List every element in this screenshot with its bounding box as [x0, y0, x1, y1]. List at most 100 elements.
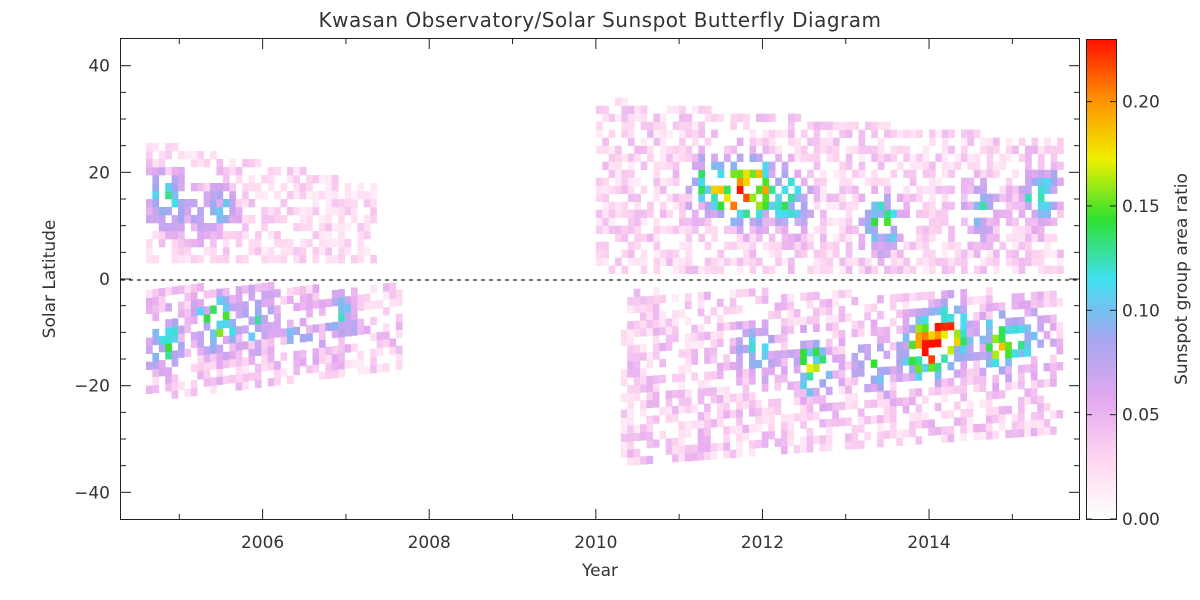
- heatmap-cell: [1050, 177, 1058, 186]
- heatmap-cell: [999, 209, 1007, 218]
- heatmap-cell: [608, 201, 616, 210]
- heatmap-cell: [698, 161, 706, 170]
- heatmap-cell: [1037, 265, 1045, 274]
- heatmap-cell: [679, 217, 686, 226]
- heatmap-cell: [325, 191, 333, 200]
- heatmap-cell: [646, 455, 654, 465]
- heatmap-cell: [960, 257, 968, 266]
- heatmap-cell: [890, 233, 898, 242]
- heatmap-cell: [691, 452, 698, 461]
- heatmap-cell: [736, 233, 744, 242]
- heatmap-cell: [634, 145, 641, 154]
- heatmap-cell: [966, 416, 974, 425]
- heatmap-cell: [761, 327, 769, 336]
- heatmap-cell: [889, 422, 897, 431]
- heatmap-cell: [1005, 405, 1012, 415]
- heatmap-cell: [1018, 340, 1025, 350]
- heatmap-cell: [717, 209, 725, 218]
- heatmap-cell: [697, 324, 705, 333]
- heatmap-cell: [620, 425, 628, 434]
- heatmap-cell: [768, 398, 775, 408]
- heatmap-cell: [331, 199, 339, 208]
- heatmap-cell: [922, 201, 930, 210]
- heatmap-cell: [838, 417, 846, 427]
- heatmap-cell: [998, 414, 1006, 423]
- heatmap-cell: [806, 300, 814, 309]
- heatmap-cell: [248, 292, 256, 301]
- heatmap-cell: [736, 401, 743, 410]
- heatmap-cell: [736, 345, 743, 354]
- heatmap-cell: [711, 257, 718, 266]
- heatmap-cell: [852, 225, 859, 234]
- heatmap-cell: [370, 191, 377, 200]
- heatmap-cell: [1005, 233, 1013, 242]
- heatmap-cell: [363, 231, 371, 240]
- heatmap-cell: [595, 193, 603, 202]
- heatmap-cell: [941, 193, 949, 202]
- heatmap-cell: [903, 145, 911, 154]
- heatmap-cell: [685, 145, 693, 154]
- heatmap-cell: [646, 327, 654, 337]
- heatmap-cell: [1025, 201, 1032, 210]
- heatmap-cell: [331, 183, 339, 192]
- heatmap-cell: [235, 358, 243, 367]
- heatmap-cell: [877, 335, 884, 344]
- heatmap-cell: [678, 381, 686, 390]
- heatmap-cell: [653, 161, 661, 170]
- heatmap-cell: [248, 348, 256, 357]
- heatmap-cell: [794, 249, 802, 258]
- heatmap-cell: [858, 137, 866, 146]
- heatmap-cell: [229, 215, 236, 224]
- heatmap-cell: [775, 257, 782, 266]
- heatmap-cell: [331, 353, 339, 363]
- heatmap-cell: [928, 217, 936, 226]
- heatmap-cell: [941, 394, 948, 403]
- heatmap-cell: [716, 442, 724, 452]
- heatmap-cell: [634, 209, 641, 218]
- heatmap-cell: [711, 193, 718, 202]
- heatmap-cell: [852, 169, 859, 178]
- heatmap-cell: [620, 337, 628, 346]
- heatmap-cell: [665, 398, 673, 407]
- heatmap-cell: [774, 406, 782, 415]
- heatmap-cell: [229, 295, 236, 304]
- heatmap-cell: [704, 265, 712, 274]
- heatmap-cell: [171, 143, 179, 152]
- heatmap-cell: [947, 289, 955, 299]
- heatmap-cell: [203, 290, 211, 299]
- heatmap-cell: [902, 341, 910, 350]
- heatmap-cell: [621, 97, 629, 106]
- heatmap-cell: [934, 378, 942, 388]
- heatmap-cell: [376, 364, 384, 373]
- heatmap-cell: [985, 399, 993, 408]
- heatmap-cell: [736, 265, 744, 274]
- heatmap-cell: [1012, 201, 1019, 210]
- heatmap-cell: [216, 360, 224, 369]
- heatmap-cell: [665, 414, 673, 423]
- heatmap-cell: [197, 183, 204, 192]
- heatmap-cell: [242, 255, 249, 264]
- heatmap-cell: [312, 300, 320, 309]
- heatmap-cell: [1037, 233, 1045, 242]
- heatmap-cell: [832, 193, 840, 202]
- heatmap-cell: [922, 241, 930, 250]
- heatmap-cell: [813, 193, 821, 202]
- heatmap-cell: [691, 265, 699, 274]
- heatmap-cell: [627, 217, 635, 226]
- heatmap-cell: [312, 175, 320, 184]
- heatmap-cell: [716, 362, 724, 372]
- heatmap-cell: [652, 287, 660, 296]
- heatmap-cell: [312, 247, 320, 256]
- heatmap-cell: [602, 193, 609, 202]
- heatmap-cell: [858, 241, 866, 250]
- heatmap-cell: [788, 177, 795, 186]
- heatmap-cell: [768, 414, 775, 424]
- heatmap-cell: [274, 369, 281, 378]
- heatmap-cell: [261, 290, 269, 300]
- heatmap-cell: [832, 217, 840, 226]
- heatmap-cell: [711, 185, 718, 194]
- heatmap-cell: [979, 423, 987, 432]
- heatmap-cell: [165, 191, 172, 200]
- heatmap-cell: [800, 388, 807, 397]
- heatmap-cell: [697, 420, 705, 429]
